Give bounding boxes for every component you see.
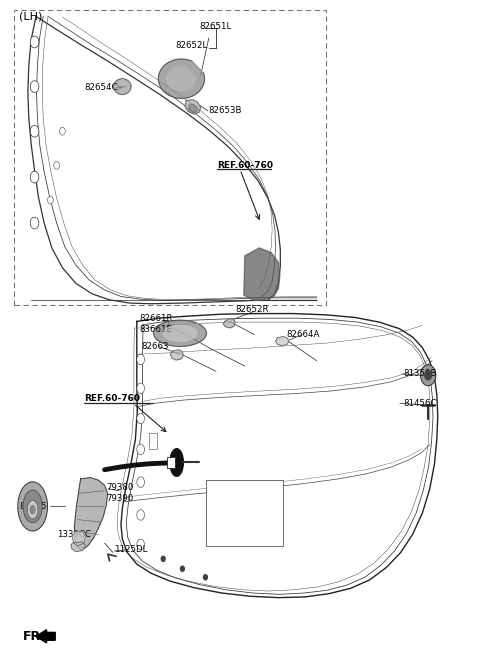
Text: 82652R: 82652R — [235, 305, 269, 314]
Text: 82651L: 82651L — [199, 22, 231, 31]
Circle shape — [30, 217, 39, 229]
Polygon shape — [74, 478, 108, 550]
Circle shape — [30, 171, 39, 183]
Circle shape — [54, 161, 60, 169]
Polygon shape — [154, 320, 206, 346]
Ellipse shape — [30, 505, 35, 514]
Circle shape — [180, 566, 184, 571]
Ellipse shape — [23, 490, 42, 523]
Text: 81335: 81335 — [19, 502, 47, 511]
Polygon shape — [163, 325, 197, 341]
Text: 82654C: 82654C — [84, 83, 118, 92]
FancyBboxPatch shape — [149, 433, 157, 449]
Circle shape — [48, 196, 53, 204]
Text: 79390: 79390 — [107, 494, 134, 503]
Text: 82661R: 82661R — [139, 314, 173, 323]
FancyBboxPatch shape — [206, 480, 283, 546]
Text: REF.60-760: REF.60-760 — [217, 161, 273, 170]
Polygon shape — [114, 79, 131, 94]
Text: 82652L: 82652L — [175, 41, 207, 51]
Circle shape — [137, 383, 144, 394]
Text: 82663: 82663 — [142, 342, 169, 351]
Text: (LH): (LH) — [19, 11, 43, 22]
Ellipse shape — [170, 449, 183, 476]
Text: 79380: 79380 — [107, 483, 134, 492]
Text: 1339CC: 1339CC — [57, 530, 91, 539]
Circle shape — [60, 127, 65, 135]
Circle shape — [137, 444, 144, 455]
Polygon shape — [158, 59, 204, 98]
Text: REF.60-760: REF.60-760 — [84, 394, 140, 403]
Polygon shape — [244, 248, 280, 300]
Ellipse shape — [27, 501, 38, 519]
Polygon shape — [170, 350, 183, 360]
Circle shape — [161, 556, 165, 562]
Ellipse shape — [18, 482, 48, 531]
Circle shape — [137, 510, 144, 520]
Polygon shape — [71, 542, 85, 552]
Text: 81456C: 81456C — [403, 399, 437, 408]
Circle shape — [137, 354, 144, 365]
Polygon shape — [72, 531, 85, 546]
Text: 81350B: 81350B — [403, 369, 437, 379]
Polygon shape — [167, 67, 196, 91]
Polygon shape — [276, 337, 289, 346]
Circle shape — [30, 36, 39, 48]
FancyArrow shape — [36, 630, 55, 643]
Text: 82653B: 82653B — [209, 106, 242, 115]
Circle shape — [30, 125, 39, 137]
Polygon shape — [223, 319, 235, 328]
Circle shape — [137, 477, 144, 487]
Circle shape — [204, 575, 207, 580]
Text: FR.: FR. — [23, 630, 46, 643]
Text: 83661E: 83661E — [139, 325, 172, 334]
Circle shape — [420, 365, 436, 386]
FancyBboxPatch shape — [167, 457, 175, 468]
Circle shape — [137, 413, 144, 424]
Polygon shape — [189, 104, 198, 113]
Text: 82664A: 82664A — [286, 330, 320, 339]
Circle shape — [137, 539, 144, 550]
Circle shape — [425, 371, 432, 380]
Circle shape — [30, 81, 39, 92]
Text: 1125DL: 1125DL — [114, 545, 148, 554]
Polygon shape — [185, 100, 201, 114]
